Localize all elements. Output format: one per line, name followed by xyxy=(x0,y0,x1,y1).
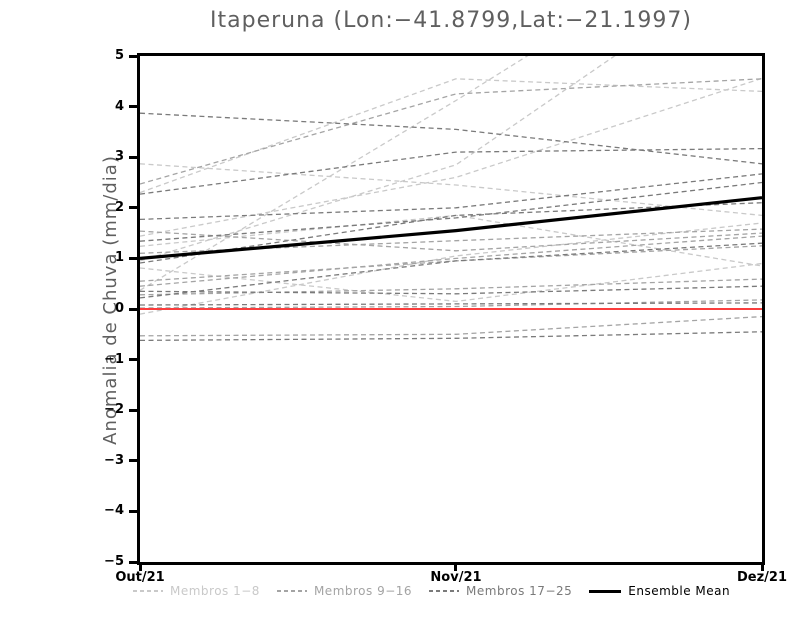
y-tick-label: 2 xyxy=(114,199,124,215)
y-tick-mark xyxy=(129,256,137,260)
member-line-9 xyxy=(140,78,762,185)
y-tick-label: 1 xyxy=(114,250,124,266)
y-tick-mark xyxy=(129,560,137,564)
member-line-14 xyxy=(140,315,762,337)
x-tick-mark xyxy=(454,565,458,571)
y-tick-label: 0 xyxy=(114,301,124,316)
legend-item: Membros 1−8 xyxy=(133,584,260,598)
member-line-18 xyxy=(140,173,762,221)
y-tick-mark xyxy=(129,509,137,513)
legend-label: Ensemble Mean xyxy=(628,584,731,598)
legend-item: Ensemble Mean xyxy=(589,584,730,598)
y-tick-label: 4 xyxy=(114,98,124,114)
y-tick-mark xyxy=(129,408,137,412)
legend-item: Membros 17−25 xyxy=(429,584,572,598)
legend-item: Membros 9−16 xyxy=(276,584,413,598)
member-line-10 xyxy=(140,230,762,252)
legend-dashed-line-sample xyxy=(133,590,163,592)
y-tick-mark xyxy=(129,155,137,159)
member-line-22 xyxy=(140,242,762,299)
member-line-25 xyxy=(140,147,762,195)
y-tick-mark xyxy=(129,105,137,109)
plot-area xyxy=(137,53,765,565)
x-tick-mark xyxy=(760,565,764,571)
member-line-8 xyxy=(140,214,762,267)
member-line-21 xyxy=(140,285,762,295)
member-line-24 xyxy=(140,331,762,342)
member-line-20 xyxy=(140,202,762,264)
legend-dashed-line-sample xyxy=(429,590,460,592)
legend: Membros 1−8 Membros 9−16 Membros 17−25 Ense… xyxy=(133,584,773,598)
y-tick-mark xyxy=(129,307,137,311)
y-tick-label: −4 xyxy=(104,503,124,519)
member-line-17 xyxy=(140,112,762,165)
member-line-2 xyxy=(140,56,529,291)
member-line-23 xyxy=(140,302,762,306)
member-line-6 xyxy=(140,262,762,303)
legend-dashed-line-sample xyxy=(276,590,307,592)
y-tick-label: −2 xyxy=(104,402,124,418)
x-tick-label: Nov/21 xyxy=(430,570,482,585)
y-tick-label: −5 xyxy=(104,554,124,569)
member-line-19 xyxy=(140,181,762,242)
member-line-16 xyxy=(140,235,762,287)
x-tick-label: Dez/21 xyxy=(736,570,787,585)
y-tick-label: −3 xyxy=(104,452,124,468)
member-line-4 xyxy=(140,78,762,194)
member-line-12 xyxy=(140,278,762,296)
y-tick-label: −1 xyxy=(104,351,124,367)
y-tick-mark xyxy=(129,459,137,463)
x-axis: Out/21 Nov/21 Dez/21 xyxy=(115,565,787,601)
y-tick-label: 3 xyxy=(114,149,124,165)
legend-label: Membros 9−16 xyxy=(313,584,413,598)
member-line-13 xyxy=(140,299,762,309)
legend-label: Membros 1−8 xyxy=(170,584,260,598)
y-tick-mark xyxy=(129,206,137,210)
legend-solid-line-sample xyxy=(589,589,622,593)
y-tick-label: 5 xyxy=(114,48,124,63)
chart-title: Itaperuna (Lon:−41.8799,Lat:−21.1997) xyxy=(210,8,692,33)
series-lines xyxy=(140,56,762,342)
member-line-1 xyxy=(140,163,762,217)
ensemble-mean-line xyxy=(140,196,762,260)
y-axis: 5 4 3 2 1 0 −1 −2 −3 −4 −5 xyxy=(0,48,137,569)
x-tick-mark xyxy=(138,565,142,571)
legend-label: Membros 17−25 xyxy=(466,584,573,598)
y-tick-mark xyxy=(129,54,137,58)
member-line-5 xyxy=(140,77,762,237)
y-tick-mark xyxy=(129,358,137,362)
x-tick-label: Out/21 xyxy=(115,570,165,585)
